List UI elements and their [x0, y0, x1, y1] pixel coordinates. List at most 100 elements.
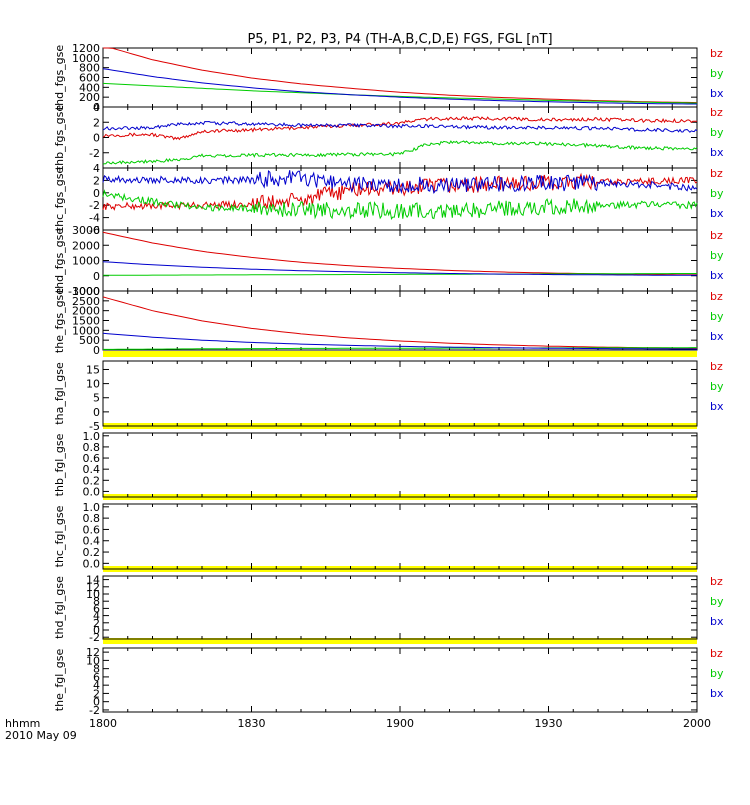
panel-ylabel: thc_fgl_gse — [53, 505, 66, 567]
legend-bx: bx — [710, 269, 724, 282]
legend-bx: bx — [710, 330, 724, 343]
y-tick-label: 0 — [93, 344, 100, 357]
legend-by: by — [710, 67, 724, 80]
legend-bz: bz — [710, 167, 723, 180]
panel-frame — [102, 503, 698, 570]
y-tick-label: 10 — [86, 588, 100, 601]
y-tick-label: 400 — [79, 81, 100, 94]
y-tick-label: 0 — [93, 624, 100, 637]
panel-ylabel: thd_fgl_gse — [53, 576, 66, 639]
legend-bz: bz — [710, 575, 723, 588]
legend-bx: bx — [710, 87, 724, 100]
y-tick-label: 10 — [86, 378, 100, 391]
series-by — [103, 347, 697, 350]
series-bz — [102, 296, 697, 349]
legend-bx: bx — [710, 687, 724, 700]
y-tick-label: -2 — [89, 147, 100, 160]
panel-frame — [102, 106, 698, 169]
panel-1: -2 0 2 4 thb_fgs_gse bz by bx — [53, 101, 724, 170]
y-tick-label: 2 — [93, 174, 100, 187]
y-tick-label: 12 — [86, 581, 100, 594]
series-by — [102, 140, 698, 165]
panel-ylabel: thb_fgs_gse — [53, 105, 66, 171]
y-tick-label: 0.2 — [83, 546, 101, 559]
panel-ylabel: thb_fgl_gse — [53, 433, 66, 496]
time-axis-label-hhmm: hhmm — [5, 717, 40, 730]
y-tick-label: 500 — [79, 334, 100, 347]
y-tick-label: -5 — [89, 420, 100, 433]
series-by — [103, 273, 697, 276]
y-tick-label: 6 — [93, 671, 100, 684]
y-tick-label: 0 — [93, 187, 100, 200]
y-tick-label: 0 — [93, 406, 100, 419]
y-tick-label: 0.4 — [83, 535, 101, 548]
series-bz — [102, 116, 698, 141]
y-tick-label: 0 — [93, 696, 100, 709]
y-tick-label: 5 — [93, 392, 100, 405]
series-by — [102, 82, 698, 104]
y-tick-label: 6 — [93, 602, 100, 615]
y-tick-label: 0.6 — [83, 452, 101, 465]
legend-by: by — [710, 380, 724, 393]
legend-bz: bz — [710, 106, 723, 119]
y-tick-label: 0.8 — [83, 441, 101, 454]
legend-by: by — [710, 667, 724, 680]
panel-6: 0.00.20.40.60.81.0 thb_fgl_gse — [53, 430, 698, 498]
legend-bx: bx — [710, 146, 724, 159]
panel-frame — [102, 360, 698, 427]
y-tick-label: 14 — [86, 574, 100, 587]
y-tick-label: 0.4 — [83, 463, 101, 476]
y-tick-label: 4 — [93, 101, 100, 114]
y-tick-label: 0.2 — [83, 474, 101, 487]
panel-ylabel: the_fgl_gse — [53, 649, 66, 712]
y-tick-label: 1000 — [72, 324, 100, 337]
y-tick-label: 2 — [93, 617, 100, 630]
series-bx — [102, 120, 698, 133]
legend-bz: bz — [710, 290, 723, 303]
series-bx — [102, 332, 698, 350]
panel-ylabel: thd_fgs_gse — [53, 45, 66, 111]
y-tick-label: -2 — [89, 631, 100, 644]
y-tick-label: 10 — [86, 654, 100, 667]
y-tick-label: 15 — [86, 363, 100, 376]
y-tick-label: 1000 — [72, 52, 100, 65]
panel-ylabel: thc_fgs_gse — [53, 167, 66, 232]
y-tick-label: 0.6 — [83, 523, 101, 536]
time-axis-label-date: 2010 May 09 — [5, 729, 77, 742]
y-tick-label: -2 — [89, 199, 100, 212]
y-tick-label: 2 — [93, 116, 100, 129]
legend-bx: bx — [710, 207, 724, 220]
series-bz — [103, 47, 698, 104]
legend-bz: bz — [710, 47, 723, 60]
panel-frame — [102, 167, 698, 231]
y-tick-label: 2000 — [72, 239, 100, 252]
y-tick-label: 1500 — [72, 315, 100, 328]
y-tick-label: 8 — [93, 663, 100, 676]
y-tick-label: -2 — [89, 704, 100, 717]
panel-frame — [102, 647, 698, 713]
panel-ylabel: thd_fgs_gse — [53, 228, 66, 294]
legend-bz: bz — [710, 360, 723, 373]
y-tick-label: -1000 — [68, 285, 100, 298]
panel-7: 0.00.20.40.60.81.0 thc_fgl_gse — [53, 501, 698, 570]
time-axis-ticks: 1800 1830 1900 1930 2000 — [89, 717, 711, 730]
series-bx — [102, 169, 698, 195]
panel-frame — [102, 575, 698, 640]
legend-by: by — [710, 310, 724, 323]
legend-by: by — [710, 126, 724, 139]
no-data-bar-4 — [103, 638, 697, 644]
y-tick-label: 12 — [86, 646, 100, 659]
time-tick-label: 1900 — [386, 717, 414, 730]
time-tick-label: 1800 — [89, 717, 117, 730]
legend-bx: bx — [710, 400, 724, 413]
y-tick-label: 1.0 — [83, 430, 101, 443]
y-tick-label: 0 — [93, 101, 100, 114]
